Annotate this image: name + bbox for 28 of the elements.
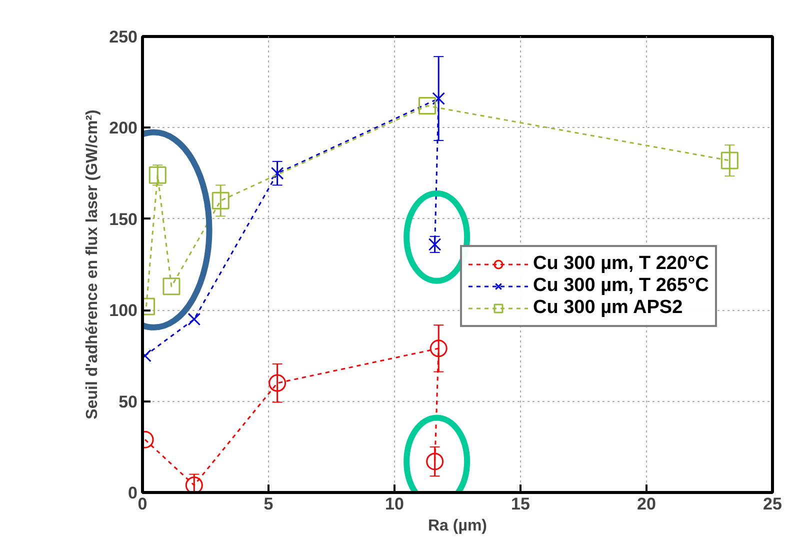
x-tick-label: 10 — [385, 494, 404, 514]
point — [185, 476, 203, 492]
point — [188, 312, 201, 326]
legend-label: Cu 300 µm, T 220°C — [533, 253, 709, 275]
x-tick-label: 15 — [511, 494, 530, 514]
point — [148, 166, 166, 184]
x-tick-label: 25 — [763, 494, 782, 514]
point — [432, 92, 446, 105]
point — [720, 152, 738, 170]
y-axis-title: Seuil d'adhérence en flux laser (GW/cm²) — [84, 110, 102, 420]
legend-label: Cu 300 µm, T 265°C — [533, 275, 709, 297]
point — [270, 166, 284, 180]
x-tick-label: 5 — [264, 494, 274, 514]
x-axis-title: Ra (µm) — [428, 518, 487, 534]
point — [268, 374, 286, 392]
point — [418, 97, 436, 115]
point — [212, 192, 230, 210]
y-tick-label: 200 — [109, 118, 138, 138]
y-tick-label: 50 — [118, 392, 138, 412]
y-tick-label: 150 — [109, 210, 138, 229]
y-tick-label: 100 — [109, 301, 138, 320]
x-tick-label: 20 — [637, 494, 656, 514]
point — [428, 238, 442, 251]
point — [430, 340, 448, 358]
point — [162, 278, 180, 296]
y-tick-label: 250 — [109, 28, 138, 46]
point — [426, 452, 444, 470]
legend-label: Cu 300 µm APS2 — [533, 297, 683, 319]
